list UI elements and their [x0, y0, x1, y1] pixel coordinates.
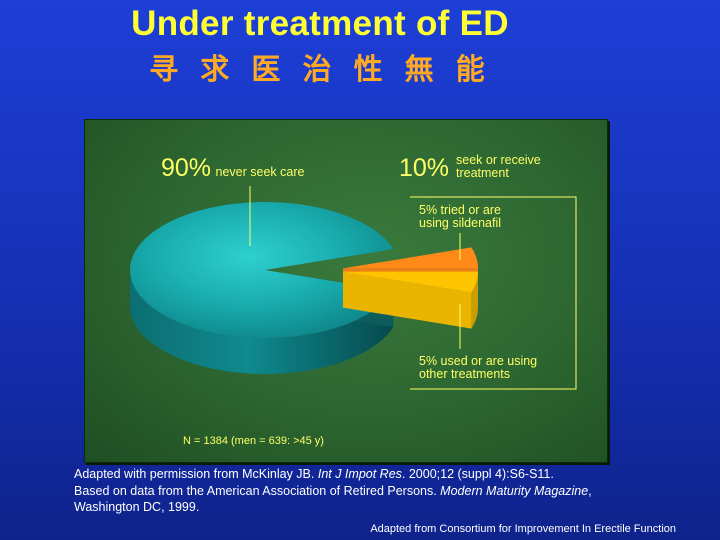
citation-text-2a: Based on data from the American Associat…	[74, 483, 441, 498]
pie-slice-other-treatments	[343, 271, 478, 293]
citation-text-1b: . 2000;12 (suppl 4):S6-S11.	[401, 467, 554, 481]
text-other-line1: 5% used or are using	[419, 354, 538, 368]
text-seek-line1: seek or receive	[456, 153, 541, 167]
text-never-seek: never seek care	[215, 165, 305, 179]
text-sildenafil-line2: using sildenafil	[419, 216, 501, 230]
bracket-treatment	[410, 196, 577, 390]
slide-subtitle: 寻 求 医 治 性 無 能	[149, 52, 491, 86]
citation-text-1a: Adapted with permission from McKinlay JB…	[74, 467, 318, 481]
label-sildenafil: 5% tried or are using sildenafil	[419, 204, 501, 230]
pie-slice-never-seek	[130, 202, 394, 338]
text-seek-treatment: seek or receive treatment	[456, 154, 541, 180]
text-sildenafil-line1: 5% tried or are	[419, 203, 501, 217]
credit-line: Adapted from Consortium for Improvement …	[370, 523, 676, 535]
citation-line-2: Based on data from the American Associat…	[74, 483, 654, 516]
text-seek-line2: treatment	[456, 166, 509, 180]
pie-cut-other-treatments	[343, 271, 472, 329]
citation-magazine: Modern Maturity Magazine	[440, 483, 589, 498]
slide-title: Under treatment of ED	[131, 4, 509, 43]
label-other-treatments: 5% used or are using other treatments	[419, 355, 537, 381]
pie-side-other-treatments	[471, 271, 478, 329]
text-other-line2: other treatments	[419, 367, 511, 381]
citation-line-1: Adapted with permission from McKinlay JB…	[74, 466, 654, 483]
sample-size-note: N = 1384 (men = 639: >45 y)	[183, 435, 324, 447]
label-seek-treatment: 10%	[399, 154, 449, 183]
pct-seek-treatment: 10%	[399, 154, 450, 182]
pie-side-never-seek	[130, 270, 394, 375]
pie-chart	[130, 186, 577, 390]
source-citation: Adapted with permission from McKinlay JB…	[74, 466, 654, 516]
citation-text-2b: , Washington DC, 1999.	[74, 483, 592, 515]
pie-slice-sildenafil	[343, 247, 478, 269]
chart-panel: 90% never seek care 10% seek or receive …	[84, 119, 608, 463]
citation-journal: Int J Impot Res	[317, 467, 402, 481]
pct-never-seek: 90%	[161, 154, 212, 182]
label-never-seek: 90% never seek care	[161, 154, 304, 183]
